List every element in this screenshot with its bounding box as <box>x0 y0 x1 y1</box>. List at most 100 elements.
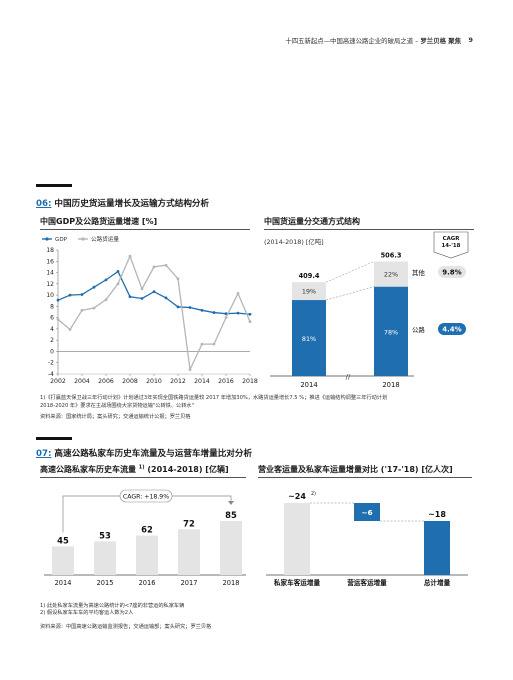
waterfall-chart-marks: ~24 2) ~6 ~18 私家车客运增量 营运客运增量 总计增量 <box>266 491 468 587</box>
data-point <box>224 316 228 320</box>
pc-value-2018: 85 <box>225 510 237 520</box>
y-tick-label: 0 <box>50 348 54 355</box>
data-point <box>200 342 204 346</box>
wf-value-private-sup: 2) <box>311 491 316 497</box>
pc-bar-2014 <box>52 546 74 575</box>
section-07-title-rule-right <box>258 477 472 478</box>
line-chart-legend: GDP 公路货运量 <box>42 235 119 243</box>
data-point <box>68 293 72 297</box>
data-point <box>68 328 72 331</box>
data-point <box>224 312 228 316</box>
category-label-2014: 2014 <box>300 381 317 389</box>
data-point <box>176 277 180 281</box>
section-06-number: 06: <box>36 199 52 209</box>
legend-marker-1 <box>81 237 85 241</box>
gdp-chart-title: 中国GDP及公路货运量增速 [%] <box>40 217 158 226</box>
passenger-chart-title: 营业客运量及私家车运量增量对比 ('17-'18) [亿人次] <box>258 465 453 474</box>
x-tick-label: 2004 <box>74 378 90 385</box>
page-header: 十四五新起点—中国高速公路企业的破局之道 – 罗兰贝格 聚焦 <box>285 37 461 45</box>
x-tick-label: 2008 <box>122 378 138 385</box>
label-other-2018: 22% <box>384 271 398 279</box>
wf-value-total: ~18 <box>428 510 446 519</box>
cagr-pill-other <box>438 266 466 278</box>
pc-bar-2016 <box>136 535 158 575</box>
section-07-title: 07: 高速公路私家车历史车流量及与运营车增量比对分析 <box>36 447 252 459</box>
wf-bar-operating <box>354 503 380 521</box>
cagr-box <box>433 231 469 259</box>
data-point <box>56 317 60 321</box>
pc-category-2018: 2018 <box>223 579 240 587</box>
x-tick-label: 2018 <box>242 378 258 385</box>
section-06-title-rule-right <box>264 229 474 230</box>
data-point <box>152 265 156 269</box>
pc-bar-2018 <box>220 521 242 575</box>
label-road-2014: 81% <box>302 335 316 343</box>
y-tick-label: 2 <box>50 337 54 344</box>
section-06-note-1: 1)《打赢蓝天保卫战三年行动计划》计划通过3年实现全国铁路货运量较 2017 年… <box>40 395 388 401</box>
data-point <box>56 298 60 302</box>
pc-category-2014: 2014 <box>55 579 72 587</box>
data-point <box>92 306 96 310</box>
section-06-source: 资料来源：国家统计局；案头研究；交通运输统计公报；罗兰贝格 <box>40 414 191 420</box>
section-07-number: 07: <box>36 449 52 459</box>
x-tick-label: 2010 <box>146 378 162 385</box>
data-point <box>236 311 240 315</box>
private-car-chart-title: 高速公路私家车历史车流量 1) (2014-2018) [亿辆] <box>40 464 229 475</box>
pc-value-2014: 45 <box>57 535 69 545</box>
x-tick-label: 2002 <box>50 378 66 385</box>
private-car-chart-title-sup: 1) <box>138 464 145 471</box>
bar-road-2018 <box>374 286 408 376</box>
wf-value-operating: ~6 <box>361 508 372 517</box>
category-label-2018: 2018 <box>382 381 399 389</box>
line-chart-axes: -4 -2 0 2 4 6 8 10 12 14 16 18 2002 2004 2006 2008 2010 2… <box>46 247 258 385</box>
pc-value-2016: 62 <box>141 525 153 535</box>
pc-category-2017: 2017 <box>181 579 198 587</box>
x-tick-label: 2012 <box>170 378 186 385</box>
private-car-chart-title-main: 高速公路私家车历史车流量 <box>40 465 136 474</box>
passenger-waterfall-chart: ~24 2) ~6 ~18 私家车客运增量 营运客运增量 总计增量 <box>266 491 468 587</box>
freight-chart-title: 中国货运量分交通方式结构 <box>264 217 360 226</box>
data-point <box>92 285 96 289</box>
pc-bar-2015 <box>94 541 116 575</box>
connector-top <box>325 261 375 283</box>
series-label-road: 公路 <box>412 325 425 334</box>
section-07-heading: 高速公路私家车历史车流量及与运营车增量比对分析 <box>54 449 253 459</box>
wf-category-2: 总计增量 <box>424 578 451 587</box>
data-point <box>80 308 84 312</box>
section-06-note-2: 2018-2020 年》要求在主战场围绕大宗货物运输"公转铁、公转水" <box>40 403 195 409</box>
x-tick-label: 2006 <box>98 378 114 385</box>
data-point <box>176 305 180 309</box>
private-car-chart-title-tail: (2014-2018) [亿辆] <box>147 465 229 474</box>
freight-stacked-bar-chart: // 81% 19% 409.4 2014 78% 22% 506.3 2018 CAGR14-'… <box>270 231 469 389</box>
pc-category-2016: 2016 <box>139 579 156 587</box>
section-06-title-rule-left <box>40 229 250 230</box>
data-point <box>236 292 240 295</box>
section-07-note-1: 1) 此处私家车流量为高速公路统计的<7座的非营运的私家车辆 <box>40 603 185 609</box>
axis-break-mark: // <box>346 373 351 381</box>
section-07-divider <box>36 437 72 440</box>
total-label-2014: 409.4 <box>299 272 320 280</box>
y-tick-label: 10 <box>46 292 54 299</box>
total-label-2018: 506.3 <box>381 251 402 259</box>
cagr-value-other: 9.8% <box>442 269 461 277</box>
data-point <box>164 263 168 267</box>
y-tick-label: 18 <box>46 247 54 254</box>
wf-bar-private <box>284 503 310 575</box>
y-tick-label: 14 <box>46 270 54 277</box>
data-point <box>248 320 252 323</box>
wf-value-private: ~24 <box>288 492 306 501</box>
data-point <box>140 297 144 300</box>
data-point <box>104 298 108 301</box>
cagr-arrow-head <box>228 501 234 505</box>
cagr-badge-label: CAGR: +18.9% <box>123 494 169 501</box>
wf-bar-total <box>424 521 450 575</box>
data-point <box>212 311 216 314</box>
data-point <box>164 296 168 300</box>
y-tick-label: 6 <box>50 315 54 322</box>
section-06-title: 06: 中国历史货运量增长及运输方式结构分析 <box>36 197 209 209</box>
data-point <box>152 290 156 294</box>
data-point <box>188 306 192 309</box>
legend-label-0: GDP <box>55 237 68 243</box>
cagr-pill-road <box>438 323 466 335</box>
